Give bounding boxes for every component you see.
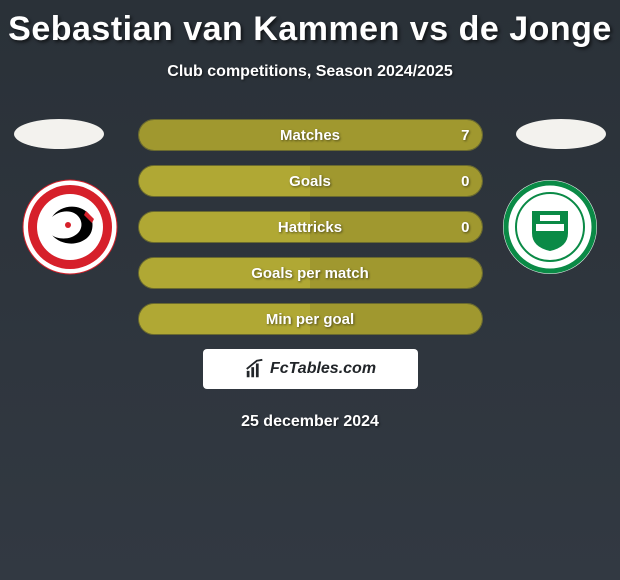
stat-value-right: 0 bbox=[449, 212, 481, 242]
stat-label: Matches bbox=[139, 120, 482, 150]
player-marker-left bbox=[14, 119, 104, 149]
stat-row: Goals per match bbox=[138, 257, 483, 289]
team-logo-right bbox=[500, 177, 600, 277]
brand-text: FcTables.com bbox=[270, 360, 376, 378]
stat-label: Hattricks bbox=[139, 212, 482, 242]
stat-row: Hattricks0 bbox=[138, 211, 483, 243]
chart-icon bbox=[244, 358, 266, 380]
almere-city-icon bbox=[20, 177, 120, 277]
stat-rows: Matches7Goals0Hattricks0Goals per matchM… bbox=[138, 119, 483, 335]
stat-row: Matches7 bbox=[138, 119, 483, 151]
stat-row: Min per goal bbox=[138, 303, 483, 335]
stat-label: Goals bbox=[139, 166, 482, 196]
date-line: 25 december 2024 bbox=[0, 413, 620, 431]
stat-label: Min per goal bbox=[139, 304, 482, 334]
groningen-icon bbox=[500, 177, 600, 277]
team-logo-left bbox=[20, 177, 120, 277]
page-title: Sebastian van Kammen vs de Jonge bbox=[0, 0, 620, 49]
player-marker-right bbox=[516, 119, 606, 149]
stat-value-right: 0 bbox=[449, 166, 481, 196]
brand-box[interactable]: FcTables.com bbox=[203, 349, 418, 389]
subtitle: Club competitions, Season 2024/2025 bbox=[0, 63, 620, 81]
stat-row: Goals0 bbox=[138, 165, 483, 197]
stat-value-right: 7 bbox=[449, 120, 481, 150]
stats-area: Matches7Goals0Hattricks0Goals per matchM… bbox=[0, 119, 620, 335]
stat-label: Goals per match bbox=[139, 258, 482, 288]
